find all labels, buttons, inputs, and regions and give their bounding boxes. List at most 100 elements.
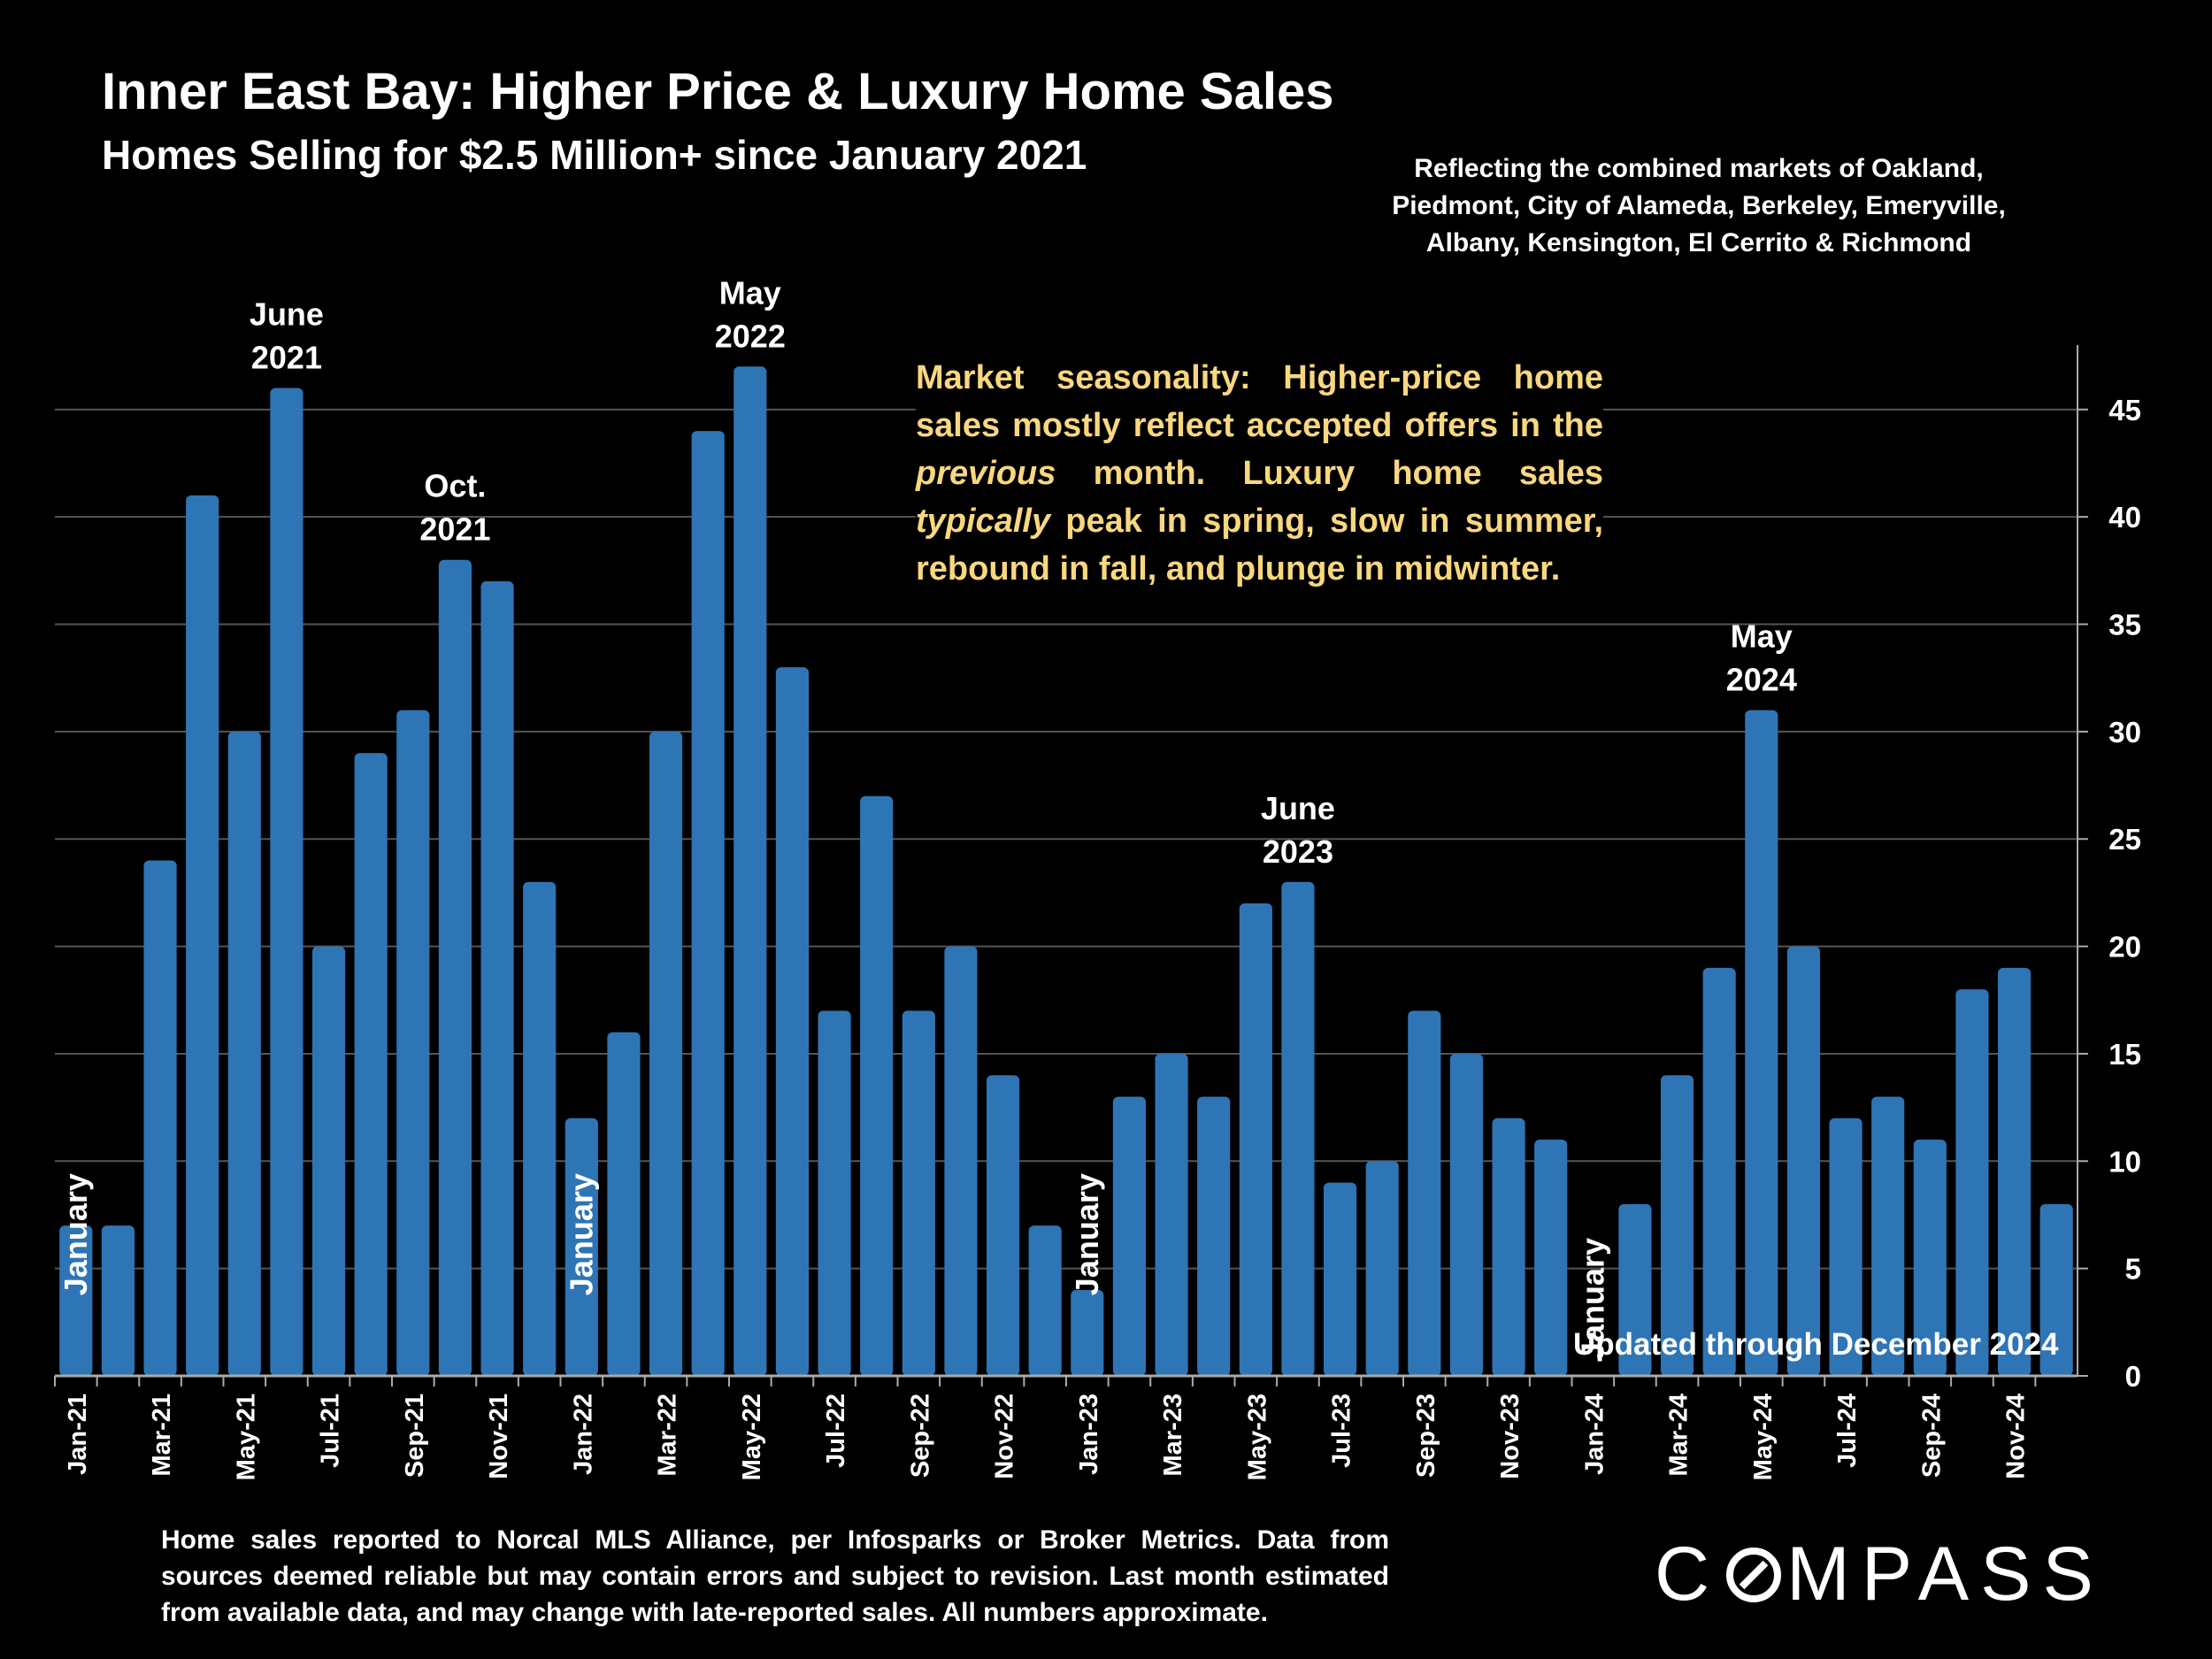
region-note-line: Piedmont, City of Alameda, Berkeley, Eme… [1392,191,2006,220]
bar [1871,1096,1905,1376]
x-tick-label: Sep-24 [1917,1394,1946,1478]
updated-note: Updated through December 2024 [1573,1327,2059,1362]
january-label: January [1574,1238,1610,1360]
bars [59,366,2073,1377]
bar [1112,1096,1147,1376]
peak-label: 2021 [251,340,322,376]
y-tick-label: 20 [2108,931,2141,964]
y-tick-label: 35 [2108,609,2141,641]
region-note-line: Albany, Kensington, El Cerrito & Richmon… [1425,228,1972,257]
seasonality-annotation: Market seasonality: Higher-price home sa… [916,354,1603,593]
y-tick-label: 10 [2108,1145,2141,1178]
bar [902,1010,935,1376]
x-tick-label: Mar-23 [1159,1394,1187,1477]
january-label: January [1069,1173,1105,1295]
annotation-text: month. Luxury home sales [1056,455,1603,492]
peak-label: Oct. [424,468,486,504]
x-tick-label: Sep-23 [1412,1394,1440,1478]
x-tick-label: Mar-21 [148,1394,176,1477]
peak-label: May [719,274,781,311]
x-tick-label: Nov-23 [1496,1394,1525,1479]
chart-subtitle: Homes Selling for $2.5 Million+ since Ja… [102,132,1087,178]
bar [1197,1096,1231,1376]
chart-title: Inner East Bay: Higher Price & Luxury Ho… [102,63,1334,120]
source-footnote: Home sales reported to Norcal MLS Allian… [161,1525,1389,1627]
bar [1829,1118,1863,1376]
bar [438,559,472,1376]
bar [1071,1289,1104,1376]
y-tick-label: 15 [2108,1038,2141,1071]
y-tick-label: 5 [2125,1253,2141,1286]
annotation-text: peak in spring, slow in summer, rebound … [916,503,1603,588]
bar [186,495,219,1376]
bar [1660,1075,1694,1376]
bar [944,946,978,1376]
x-tick-label: Jan-23 [1075,1394,1103,1475]
x-tick-label: May-22 [738,1394,766,1480]
bar [1702,967,1736,1376]
bar [1449,1053,1484,1376]
x-tick-label: Nov-21 [485,1394,513,1479]
peak-label: June [1261,790,1335,826]
bar [1786,946,1821,1376]
bar [1155,1053,1188,1376]
bar [1913,1140,1947,1376]
y-tick-labels: 0 5 10 15 20 25 30 35 40 45 [2108,394,2141,1393]
bar [1239,903,1272,1376]
bar [1408,1010,1441,1376]
bar-annotations: June 2021 Oct. 2021 May 2022 June 2023 May 2024 Ja… [58,274,1797,1360]
bar [1492,1118,1525,1376]
bar [101,1225,135,1376]
y-tick-label: 45 [2108,394,2141,426]
annotation-italic: previous [916,455,1056,492]
peak-label: 2022 [715,318,786,354]
region-note-line: Reflecting the combined markets of Oakla… [1414,154,1984,183]
bar [649,731,683,1376]
annotation-italic: typically [916,503,1051,540]
x-tick-label: Mar-22 [654,1394,682,1477]
peak-label: 2021 [419,511,490,548]
x-tick-labels: Jan-21 Mar-21 May-21 Jul-21 Sep-21 Nov-21 Jan-… [64,1394,2031,1480]
x-tick-label: Jul-22 [822,1394,850,1468]
y-tick-label: 25 [2108,823,2141,856]
bar [2039,1203,2073,1376]
y-tick-label: 30 [2108,716,2141,749]
bar [860,795,894,1376]
x-tick-label: May-24 [1749,1394,1778,1480]
bar [1365,1161,1399,1376]
bar [1618,1203,1652,1376]
x-tick-label: Sep-22 [906,1394,934,1478]
x-tick-label: Mar-24 [1665,1394,1694,1477]
bar [565,1118,598,1376]
bar [143,860,177,1376]
bar [523,881,557,1376]
x-tick-label: May-21 [232,1394,260,1480]
axes [54,345,2088,1386]
x-tick-label: Jul-21 [317,1394,345,1468]
x-tick-label: Nov-24 [2002,1394,2031,1479]
bar [227,731,261,1376]
x-tick-label: May-23 [1243,1394,1271,1480]
y-tick-label: 0 [2125,1360,2141,1393]
bar [1997,967,2032,1376]
y-tick-label: 40 [2108,501,2141,534]
annotation-text: Market seasonality: Higher-price home sa… [916,359,1603,444]
bar [59,1225,93,1376]
bar [607,1032,641,1376]
region-note: Reflecting the combined markets of Oakla… [1327,150,2070,262]
bar [480,580,514,1376]
x-tick-label: Jan-21 [64,1394,92,1475]
x-tick-label: Jan-24 [1580,1394,1609,1475]
bar [1028,1225,1062,1376]
bar [1955,989,1989,1376]
logo-text: MPASS [1786,1532,2105,1617]
bar [270,388,303,1377]
bar [986,1075,1020,1376]
logo-text: C [1655,1532,1722,1617]
x-tick-label: Jul-23 [1328,1394,1356,1468]
bar [1745,710,1778,1376]
compass-o-icon [1726,1548,1782,1602]
x-tick-label: Jul-24 [1833,1394,1862,1468]
bar [396,710,430,1376]
